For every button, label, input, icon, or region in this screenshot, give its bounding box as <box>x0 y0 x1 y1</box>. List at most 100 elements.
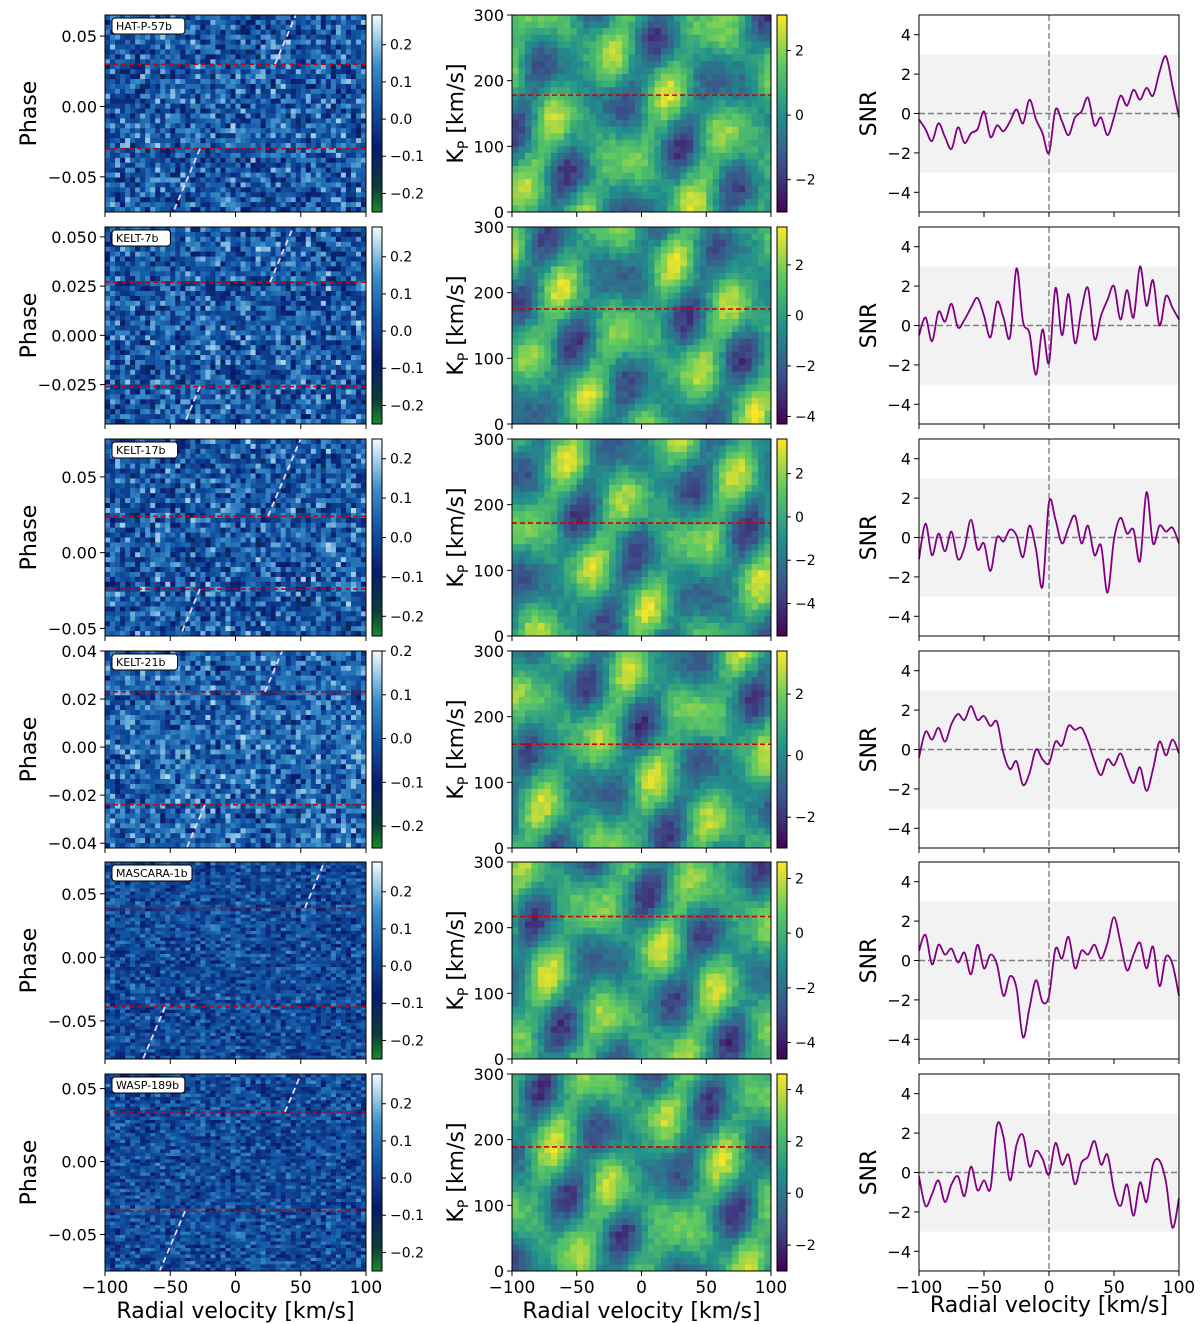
y-tick-label: 0.00 <box>61 738 97 757</box>
kp-heatmap-cells <box>512 439 772 637</box>
x-tick-label: 0 <box>230 1278 241 1298</box>
colorbar-tick-label: 0 <box>795 1186 804 1202</box>
kp-panel-wasp-189b: 0 100 200 300 −100 −50 0 50 100 4 2 0 −2 KP [km/s] <box>444 1065 816 1298</box>
colorbar-tick-label: −2 <box>795 981 816 997</box>
snr-series-line <box>918 265 1180 376</box>
phase-ylabel: Phase <box>17 1140 42 1206</box>
colorbar <box>776 438 788 637</box>
planet-trail <box>264 650 284 693</box>
phase-panel-kelt-7b: KELT-7b 0.050 0.025 0.000 −0.025 0.2 0.1 0.0 −0.… <box>17 226 424 429</box>
y-tick-label: 0.05 <box>61 468 97 487</box>
y-tick-label: 100 <box>473 349 504 368</box>
y-tick-label: 0 <box>901 952 911 971</box>
kp-ylabel: KP [km/s] <box>444 1122 472 1222</box>
colorbar-tick-label: 0.2 <box>390 250 412 266</box>
colorbar-tick-label: 0.0 <box>390 112 412 128</box>
colorbar-tick-label: −0.1 <box>390 149 424 165</box>
colorbar-tick-label: 4 <box>795 1083 804 1099</box>
y-tick-label: 0.00 <box>61 948 97 967</box>
colorbar-tick-label: 0.2 <box>390 38 412 54</box>
x-tick-label: 50 <box>695 1278 717 1298</box>
y-tick-label: 4 <box>901 1085 911 1104</box>
y-tick-label: −4 <box>887 1242 911 1261</box>
y-tick-label: 300 <box>473 218 504 237</box>
snr-ylabel: SNR <box>857 938 882 984</box>
colorbar-tick-label: −2 <box>795 359 816 375</box>
colorbar-tick-label: 0.1 <box>390 688 412 704</box>
y-tick-label: 2 <box>901 489 911 508</box>
kp-panel-kelt-21b: 0 100 200 300 2 0 −2 KP [km/s] <box>444 642 816 858</box>
snr-ylabel: SNR <box>857 303 882 349</box>
planet-trail <box>185 804 206 849</box>
y-tick-label: 200 <box>473 919 504 938</box>
kp-heatmap-cells <box>512 1074 772 1272</box>
kp-heatmap-cells <box>512 862 772 1060</box>
y-tick-label: 0 <box>901 317 911 336</box>
y-tick-label: 2 <box>901 65 911 84</box>
phase-heatmap-cells <box>105 862 367 1060</box>
y-tick-label: −0.05 <box>48 1226 97 1245</box>
x-axis-label-col2: Radial velocity [km/s] <box>522 1299 760 1324</box>
colorbar-tick-label: 0.2 <box>390 885 412 901</box>
planet-trail <box>267 438 302 517</box>
x-tick-label: −100 <box>82 1278 129 1298</box>
snr-series-line <box>918 491 1180 594</box>
y-tick-label: 0.050 <box>51 228 97 247</box>
y-tick-label: 4 <box>901 26 911 45</box>
planet-label-box <box>111 653 179 671</box>
y-tick-label: 0 <box>494 1050 504 1069</box>
y-tick-label: 0 <box>494 1262 504 1281</box>
y-tick-label: 0 <box>494 203 504 222</box>
x-tick-label: 100 <box>350 1278 382 1298</box>
y-tick-label: −0.025 <box>38 376 97 395</box>
planet-label-box <box>111 229 171 247</box>
x-tick-label: −100 <box>896 1278 943 1298</box>
phase-panel-kelt-17b: KELT-17b 0.05 0.00 −0.05 0.2 0.1 0.0 −0.1 −0.2 Ph… <box>17 438 424 641</box>
y-tick-label: −4 <box>887 819 911 838</box>
colorbar-tick-label: 0.0 <box>390 959 412 975</box>
phase-panel-mascara-1b: MASCARA-1b 0.05 0.00 −0.05 0.2 0.1 0.0 −0.1 −0.2… <box>17 861 424 1064</box>
colorbar-tick-label: 0.1 <box>390 75 412 91</box>
x-axis-label-col3: Radial velocity [km/s] <box>930 1293 1168 1318</box>
planet-label: HAT-P-57b <box>116 20 172 33</box>
colorbar-tick-label: −0.1 <box>390 996 424 1012</box>
colorbar <box>776 14 788 213</box>
y-tick-label: −4 <box>887 395 911 414</box>
y-tick-label: −0.04 <box>48 834 97 853</box>
y-tick-label: −2 <box>887 144 911 163</box>
y-tick-label: 0.05 <box>61 27 97 46</box>
planet-label-box <box>111 17 186 35</box>
x-tick-label: −50 <box>559 1278 595 1298</box>
colorbar-tick-label: −0.1 <box>390 361 424 377</box>
snr-ylabel: SNR <box>857 91 882 137</box>
kp-heatmap-cells <box>512 227 772 425</box>
phase-ylabel: Phase <box>17 505 42 571</box>
phase-heatmap-cells <box>105 15 367 213</box>
colorbar-tick-label: −0.2 <box>390 398 424 414</box>
y-tick-label: 0.05 <box>61 1080 97 1099</box>
y-tick-label: 200 <box>473 284 504 303</box>
planet-label: KELT-21b <box>116 656 165 669</box>
colorbar-tick-label: 0 <box>795 108 804 124</box>
y-tick-label: 200 <box>473 708 504 727</box>
colorbar-tick-label: 0.0 <box>390 1171 412 1187</box>
y-tick-label: −0.05 <box>48 619 97 638</box>
colorbar-tick-label: −0.2 <box>390 609 424 625</box>
y-tick-label: 0 <box>901 741 911 760</box>
y-tick-label: 0.00 <box>61 97 97 116</box>
y-tick-label: −2 <box>887 991 911 1010</box>
colorbar-tick-label: 2 <box>795 871 804 887</box>
colorbar-tick-label: 2 <box>795 1134 804 1150</box>
kp-ylabel: KP [km/s] <box>444 699 472 799</box>
colorbar-tick-label: −4 <box>795 409 816 425</box>
y-tick-label: −2 <box>887 356 911 375</box>
y-tick-label: 2 <box>901 277 911 296</box>
colorbar-tick-label: 0.2 <box>390 1097 412 1113</box>
y-tick-label: 2 <box>901 912 911 931</box>
phase-ylabel: Phase <box>17 717 42 783</box>
planet-label-box <box>111 864 193 882</box>
kp-panel-hat-p-57b: 0 100 200 300 2 0 −2 KP [km/s] <box>444 6 816 222</box>
phase-heatmap-cells <box>105 651 367 849</box>
kp-panel-mascara-1b: 0 100 200 300 2 0 −2 −4 KP [km/s] <box>444 853 816 1069</box>
phase-heatmap-cells <box>105 439 367 637</box>
